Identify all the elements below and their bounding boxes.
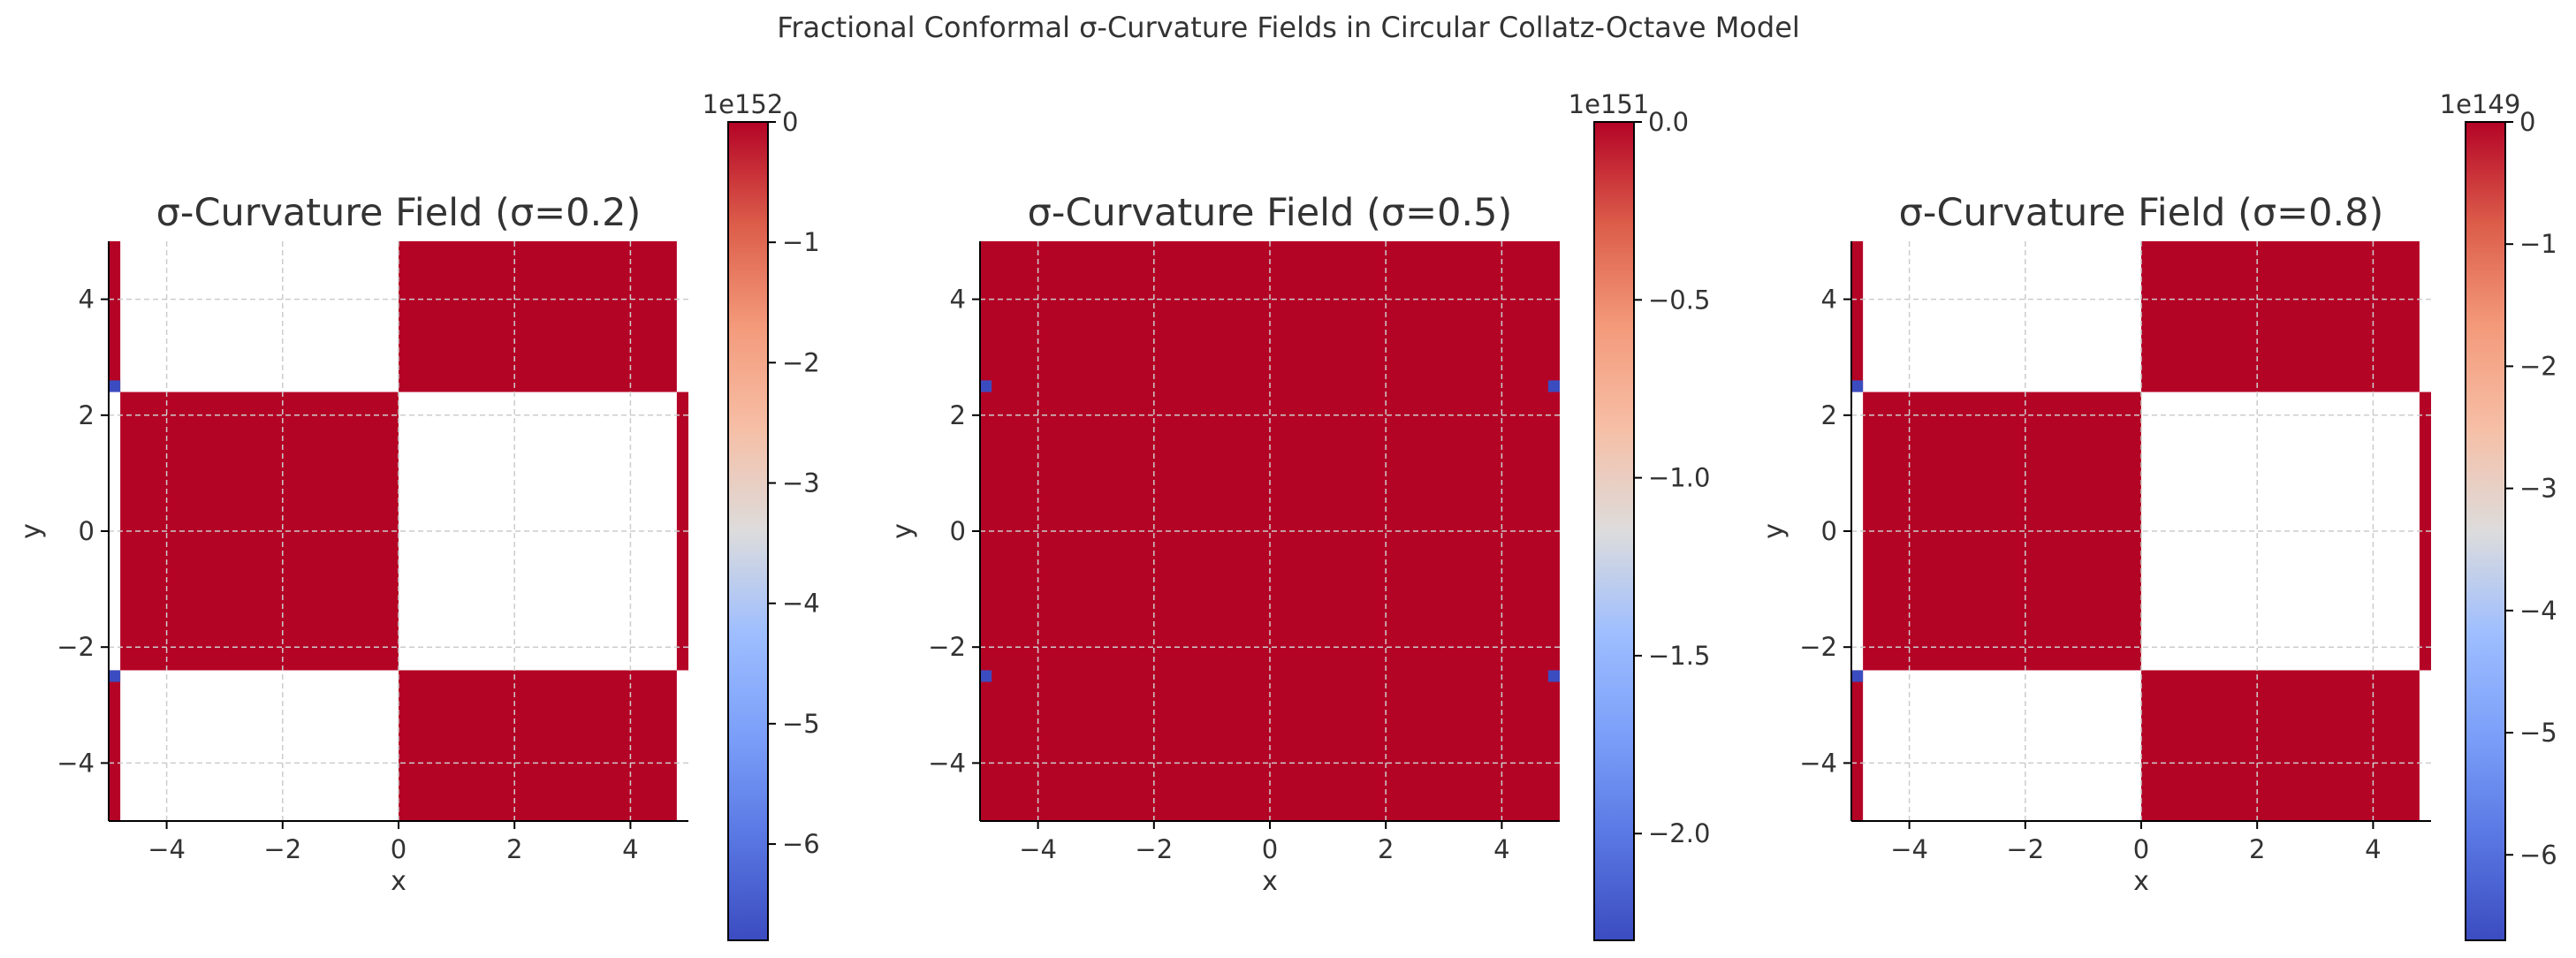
y-tick-label: −2 <box>1799 632 1837 662</box>
heatmap-cell-red <box>109 241 121 392</box>
x-tick-label: 4 <box>1493 834 1509 864</box>
colorbar-tick-label: −2.0 <box>1648 818 1710 848</box>
x-tick-label: −2 <box>1135 834 1173 864</box>
colorbar-tick-label: −2 <box>2519 351 2557 381</box>
x-axis-label: x <box>2133 866 2149 897</box>
colorbar-tick-label: −1.5 <box>1648 641 1710 671</box>
x-tick-label: 0 <box>391 834 407 864</box>
heatmap-cell-red <box>676 392 688 671</box>
subplot-title: σ-Curvature Field (σ=0.5) <box>1028 191 1513 235</box>
heatmap-cell-blue <box>980 670 992 682</box>
y-tick-label: 4 <box>950 285 966 315</box>
colorbar-tick-label: −1.0 <box>1648 463 1710 493</box>
colorbar-tick-label: −3 <box>2519 474 2557 504</box>
figure-suptitle: Fractional Conformal σ-Curvature Fields … <box>777 11 1800 44</box>
colorbar-tick-label: −6 <box>782 829 820 859</box>
heatmap-cell-blue <box>1547 380 1560 392</box>
x-tick-label: 2 <box>506 834 522 864</box>
subplot-title: σ-Curvature Field (σ=0.8) <box>1899 191 2384 235</box>
x-tick-label: 4 <box>622 834 638 864</box>
colorbar-tick-label: −3 <box>782 468 820 498</box>
colorbar-tick-label: 0 <box>2519 107 2535 137</box>
colorbar-tick-label: 0.0 <box>1648 107 1689 137</box>
y-tick-label: −2 <box>57 632 95 662</box>
heatmap-cell-red <box>1851 670 1864 821</box>
heatmap-cell-red <box>2141 241 2420 392</box>
subplot-2: −4 −2 0 2 4 4 2 0 −2 −4 x y σ-Curvature Field (σ=0.5… <box>887 89 1710 941</box>
y-tick-label: −4 <box>1799 748 1837 778</box>
x-axis-label: x <box>1262 866 1278 897</box>
x-tick-label: 0 <box>1262 834 1278 864</box>
heatmap-cell-blue <box>1547 670 1560 682</box>
y-tick-label: 0 <box>950 516 966 546</box>
y-tick-label: 0 <box>79 516 95 546</box>
colorbar-offset-label: 1e149 <box>2440 89 2521 119</box>
colorbar-tick-label: 0 <box>782 107 798 137</box>
colorbar-offset-label: 1e151 <box>1569 89 1650 119</box>
x-tick-label: 2 <box>1378 834 1394 864</box>
y-tick-label: 2 <box>950 400 966 430</box>
y-tick-label: 4 <box>1821 285 1837 315</box>
heatmap-cell-red <box>1851 241 1864 392</box>
x-tick-label: −4 <box>148 834 186 864</box>
heatmap-cell-red <box>399 241 677 392</box>
x-tick-label: −4 <box>1019 834 1057 864</box>
x-tick-label: −4 <box>1890 834 1928 864</box>
colorbar-offset-label: 1e152 <box>703 89 784 119</box>
subplot-title: σ-Curvature Field (σ=0.2) <box>156 191 642 235</box>
colorbar-tick-label: −0.5 <box>1648 285 1710 315</box>
y-tick-label: 2 <box>1821 400 1837 430</box>
x-tick-label: 2 <box>2249 834 2265 864</box>
y-tick-label: −2 <box>928 632 966 662</box>
heatmap-cell-red <box>399 670 677 821</box>
x-tick-label: −2 <box>2006 834 2044 864</box>
subplot-3: −4 −2 0 2 4 4 2 0 −2 −4 x y σ-Curvature Field (σ=0.8… <box>1759 89 2557 941</box>
colorbar-tick-label: −4 <box>2519 596 2557 626</box>
colorbar-tick-label: −1 <box>2519 229 2557 259</box>
colorbar-tick-label: −1 <box>782 227 820 257</box>
y-axis-label: y <box>887 523 918 539</box>
colorbar-tick-label: −5 <box>2519 718 2557 748</box>
heatmap-cell-red <box>109 670 121 821</box>
heatmap-cell-red <box>2141 670 2420 821</box>
colorbar <box>2465 121 2506 941</box>
x-tick-label: −2 <box>263 834 301 864</box>
colorbar-tick-label: −2 <box>782 347 820 377</box>
colorbar-tick-label: −4 <box>782 589 820 619</box>
heatmap-cell-red <box>2419 392 2431 671</box>
x-axis-label: x <box>391 866 407 897</box>
x-tick-label: 0 <box>2133 834 2149 864</box>
colorbar <box>727 121 769 941</box>
y-tick-label: 2 <box>79 400 95 430</box>
y-axis-label: y <box>1759 523 1790 539</box>
y-axis-label: y <box>16 523 47 539</box>
heatmap-cell-blue <box>109 380 121 392</box>
heatmap-cell-blue <box>1851 380 1864 392</box>
colorbar <box>1593 121 1635 941</box>
y-tick-label: −4 <box>57 748 95 778</box>
y-tick-label: −4 <box>928 748 966 778</box>
x-tick-label: 4 <box>2365 834 2381 864</box>
heatmap-cell-blue <box>109 670 121 682</box>
subplot-1: −4 −2 0 2 4 4 2 0 −2 −4 x y σ-Curvature Field (σ=0.2… <box>16 89 820 941</box>
colorbar-tick-label: −5 <box>782 709 820 739</box>
y-tick-label: 4 <box>79 285 95 315</box>
heatmap-cell-blue <box>1851 670 1864 682</box>
colorbar-tick-label: −6 <box>2519 840 2557 870</box>
y-tick-label: 0 <box>1821 516 1837 546</box>
heatmap-cell-red <box>980 241 1560 821</box>
heatmap-cell-blue <box>980 380 992 392</box>
